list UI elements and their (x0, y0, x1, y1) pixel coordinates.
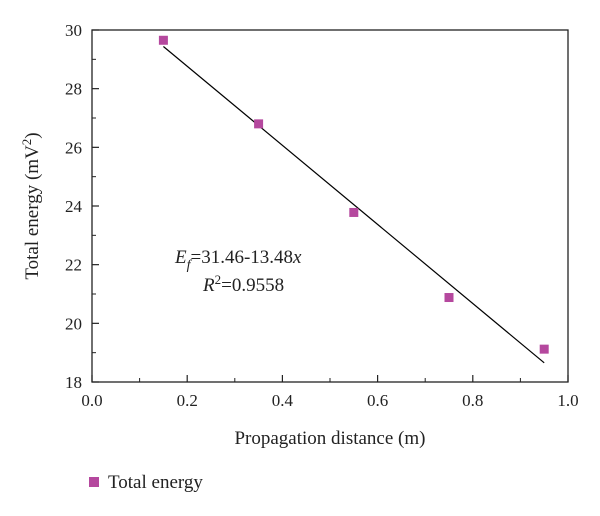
x-tick-label: 0.2 (177, 391, 198, 410)
y-tick-label: 26 (65, 138, 82, 157)
x-axis: 0.0 0.2 0.4 0.6 0.8 1.0 (81, 375, 579, 410)
y-tick-label: 20 (65, 314, 82, 333)
legend-marker (89, 477, 99, 487)
plot-frame (91, 29, 569, 383)
x-tick-label: 0.8 (462, 391, 483, 410)
y-tick-label: 18 (65, 373, 82, 392)
fit-equation: Ef=31.46-13.48x (174, 247, 302, 273)
x-tick-label: 0.6 (367, 391, 388, 410)
x-tick-label: 0.0 (81, 391, 102, 410)
data-points (158, 35, 549, 354)
data-point (539, 344, 549, 354)
data-point (444, 293, 454, 303)
x-axis-title: Propagation distance (m) (234, 428, 425, 449)
y-tick-label: 28 (65, 80, 82, 99)
legend: Total energy (89, 472, 203, 493)
x-tick-label: 0.4 (272, 391, 294, 410)
y-axis: 18 20 22 24 26 28 30 (65, 21, 99, 392)
y-tick-label: 24 (65, 197, 83, 216)
data-point (349, 207, 359, 217)
x-tick-label: 1.0 (557, 391, 578, 410)
legend-label: Total energy (108, 472, 203, 493)
y-tick-label: 30 (65, 21, 82, 40)
data-point (254, 119, 264, 129)
r-squared-label: R2=0.9558 (202, 272, 284, 296)
fit-line (163, 46, 545, 364)
y-tick-label: 22 (65, 256, 82, 275)
y-axis-title: Total energy (mV2) (19, 132, 43, 279)
data-point (158, 35, 168, 45)
